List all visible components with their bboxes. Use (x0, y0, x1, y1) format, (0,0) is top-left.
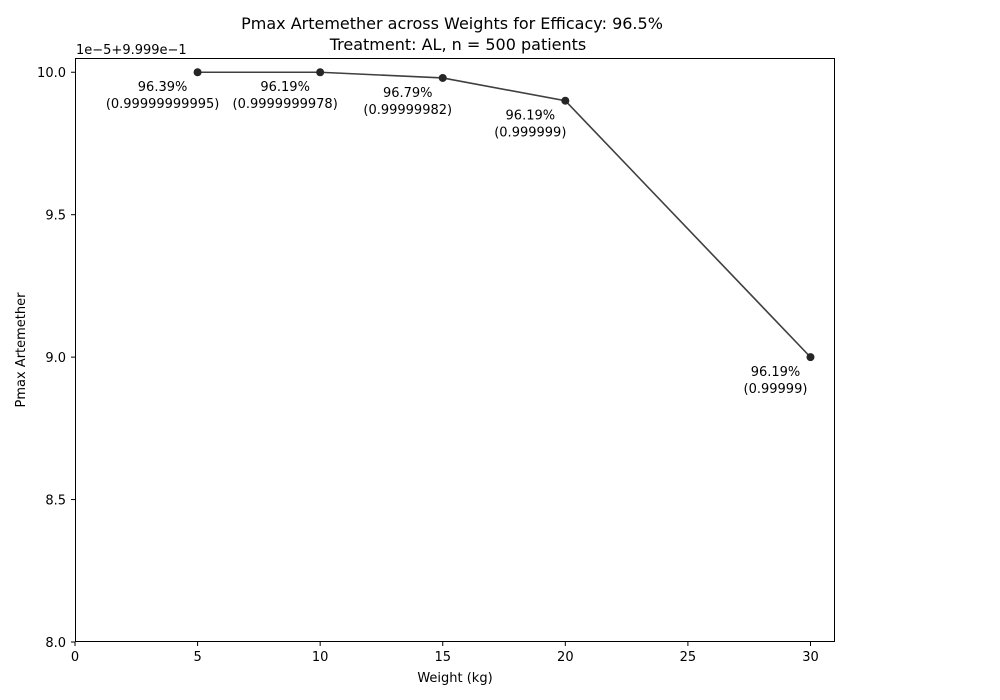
annotation-value: (0.99999) (744, 382, 808, 397)
x-tick-label: 25 (680, 650, 697, 665)
y-axis-label: Pmax Artemether (14, 292, 29, 408)
x-tick-label: 10 (312, 650, 329, 665)
annotations-group: 96.39% (0.99999999995) 96.19% (0.9999999978… (106, 80, 808, 397)
annotation-value: (0.999999) (494, 126, 566, 141)
annotation-value: (0.99999999995) (106, 97, 220, 112)
data-point (193, 68, 202, 77)
y-tick-label: 9.0 (45, 351, 66, 366)
data-point (561, 96, 570, 105)
data-point (438, 73, 447, 82)
x-tick-label: 0 (71, 650, 79, 665)
x-tick-label: 5 (193, 650, 201, 665)
chart-title: Pmax Artemether across Weights for Effic… (241, 14, 663, 33)
y-tick-label: 9.5 (45, 209, 66, 224)
x-tick-label: 15 (434, 650, 451, 665)
plot-area (75, 58, 835, 642)
data-point (316, 68, 325, 77)
y-tick-label: 8.5 (45, 494, 66, 509)
annotation-value: (0.9999999978) (233, 97, 338, 112)
series-line-group (193, 68, 815, 362)
x-tick-label: 20 (557, 650, 574, 665)
annotation-value: (0.99999982) (363, 103, 452, 118)
y-axis: 8.0 8.5 9.0 9.5 10.0 (37, 66, 75, 651)
chart-subtitle: Treatment: AL, n = 500 patients (329, 35, 587, 54)
annotation-efficacy: 96.39% (138, 80, 188, 95)
data-point (806, 353, 815, 362)
x-axis: 0 5 10 15 20 25 30 (71, 642, 819, 665)
y-tick-label: 10.0 (37, 66, 66, 81)
annotation-efficacy: 96.79% (383, 86, 433, 101)
x-tick-label: 30 (802, 650, 819, 665)
annotation-efficacy: 96.19% (751, 365, 801, 380)
annotation-efficacy: 96.19% (506, 109, 556, 124)
y-offset-text: 1e−5+9.999e−1 (76, 43, 187, 58)
y-tick-label: 8.0 (45, 636, 66, 651)
x-axis-label: Weight (kg) (417, 671, 492, 686)
annotation-efficacy: 96.19% (260, 80, 310, 95)
